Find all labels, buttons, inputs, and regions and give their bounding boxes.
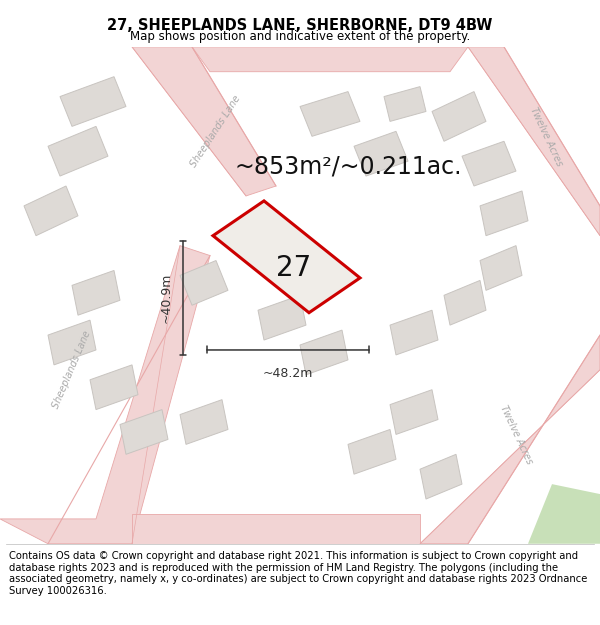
Polygon shape: [348, 429, 396, 474]
Text: ~40.9m: ~40.9m: [159, 272, 172, 323]
Polygon shape: [0, 246, 210, 544]
Text: ~48.2m: ~48.2m: [263, 368, 313, 381]
Text: 27, SHEEPLANDS LANE, SHERBORNE, DT9 4BW: 27, SHEEPLANDS LANE, SHERBORNE, DT9 4BW: [107, 18, 493, 32]
Polygon shape: [180, 399, 228, 444]
Polygon shape: [132, 514, 420, 544]
Polygon shape: [390, 310, 438, 355]
Polygon shape: [48, 126, 108, 176]
Polygon shape: [480, 191, 528, 236]
Text: Sheeplands Lane: Sheeplands Lane: [189, 94, 243, 169]
Text: ~853m²/~0.211ac.: ~853m²/~0.211ac.: [234, 154, 462, 178]
Polygon shape: [480, 246, 522, 291]
Polygon shape: [180, 261, 228, 305]
Text: Twelve Acres: Twelve Acres: [528, 105, 564, 168]
Polygon shape: [390, 390, 438, 434]
Polygon shape: [24, 186, 78, 236]
Polygon shape: [354, 131, 408, 176]
Text: 27: 27: [277, 254, 311, 282]
Polygon shape: [468, 47, 600, 236]
Polygon shape: [192, 47, 468, 72]
Polygon shape: [300, 92, 360, 136]
Text: Sheeplands Lane: Sheeplands Lane: [51, 329, 93, 410]
Polygon shape: [72, 271, 120, 315]
Polygon shape: [462, 141, 516, 186]
Polygon shape: [444, 281, 486, 325]
Polygon shape: [60, 77, 126, 126]
Polygon shape: [420, 454, 462, 499]
Polygon shape: [432, 92, 486, 141]
Text: Twelve Acres: Twelve Acres: [498, 403, 534, 466]
Text: Map shows position and indicative extent of the property.: Map shows position and indicative extent…: [130, 30, 470, 43]
Polygon shape: [48, 320, 96, 365]
Polygon shape: [132, 47, 276, 196]
Polygon shape: [258, 295, 306, 340]
Polygon shape: [300, 330, 348, 375]
Polygon shape: [90, 365, 138, 409]
Polygon shape: [384, 87, 426, 121]
Polygon shape: [420, 335, 600, 544]
Text: Contains OS data © Crown copyright and database right 2021. This information is : Contains OS data © Crown copyright and d…: [9, 551, 587, 596]
Polygon shape: [213, 201, 360, 312]
Polygon shape: [528, 484, 600, 544]
Polygon shape: [120, 409, 168, 454]
